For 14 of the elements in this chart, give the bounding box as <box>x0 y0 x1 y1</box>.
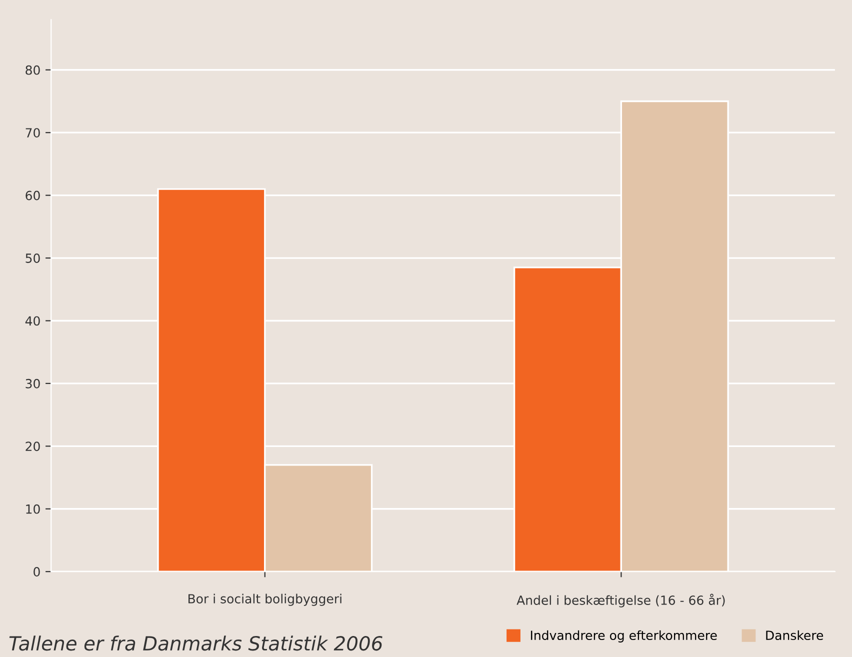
y-tick-label: 0 <box>34 567 40 577</box>
x-tick-label: Andel i beskæftigelse (16 - 66 år) <box>516 594 725 608</box>
y-tick-label: 10 <box>26 504 40 514</box>
y-tick-label: 80 <box>26 65 40 75</box>
x-tick-label: Bor i socialt boligbyggeri <box>188 594 342 606</box>
y-tick-label: 20 <box>26 442 40 452</box>
legend-label: Indvandrere og efterkommere <box>530 630 717 642</box>
y-tick-label: 60 <box>26 190 40 200</box>
legend-label: Danskere <box>766 630 824 640</box>
y-tick-label: 70 <box>26 128 40 138</box>
y-tick-label: 30 <box>26 378 40 388</box>
y-tick-label: 50 <box>26 253 40 263</box>
y-tick-label: 40 <box>25 316 40 326</box>
text: Tallene er fra Danmarks Statistik 2006 <box>9 636 382 651</box>
